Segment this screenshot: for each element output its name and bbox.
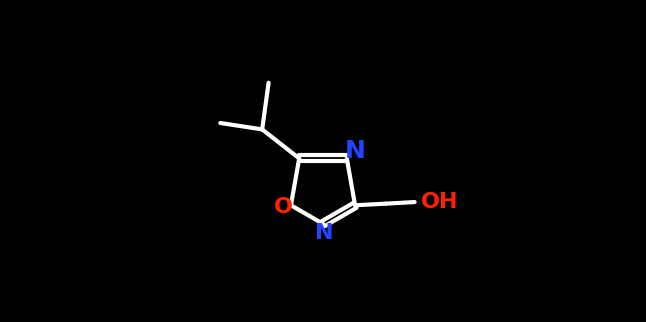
Text: OH: OH — [421, 192, 458, 212]
Text: O: O — [275, 197, 293, 217]
Text: N: N — [344, 139, 365, 163]
Text: N: N — [315, 223, 333, 243]
